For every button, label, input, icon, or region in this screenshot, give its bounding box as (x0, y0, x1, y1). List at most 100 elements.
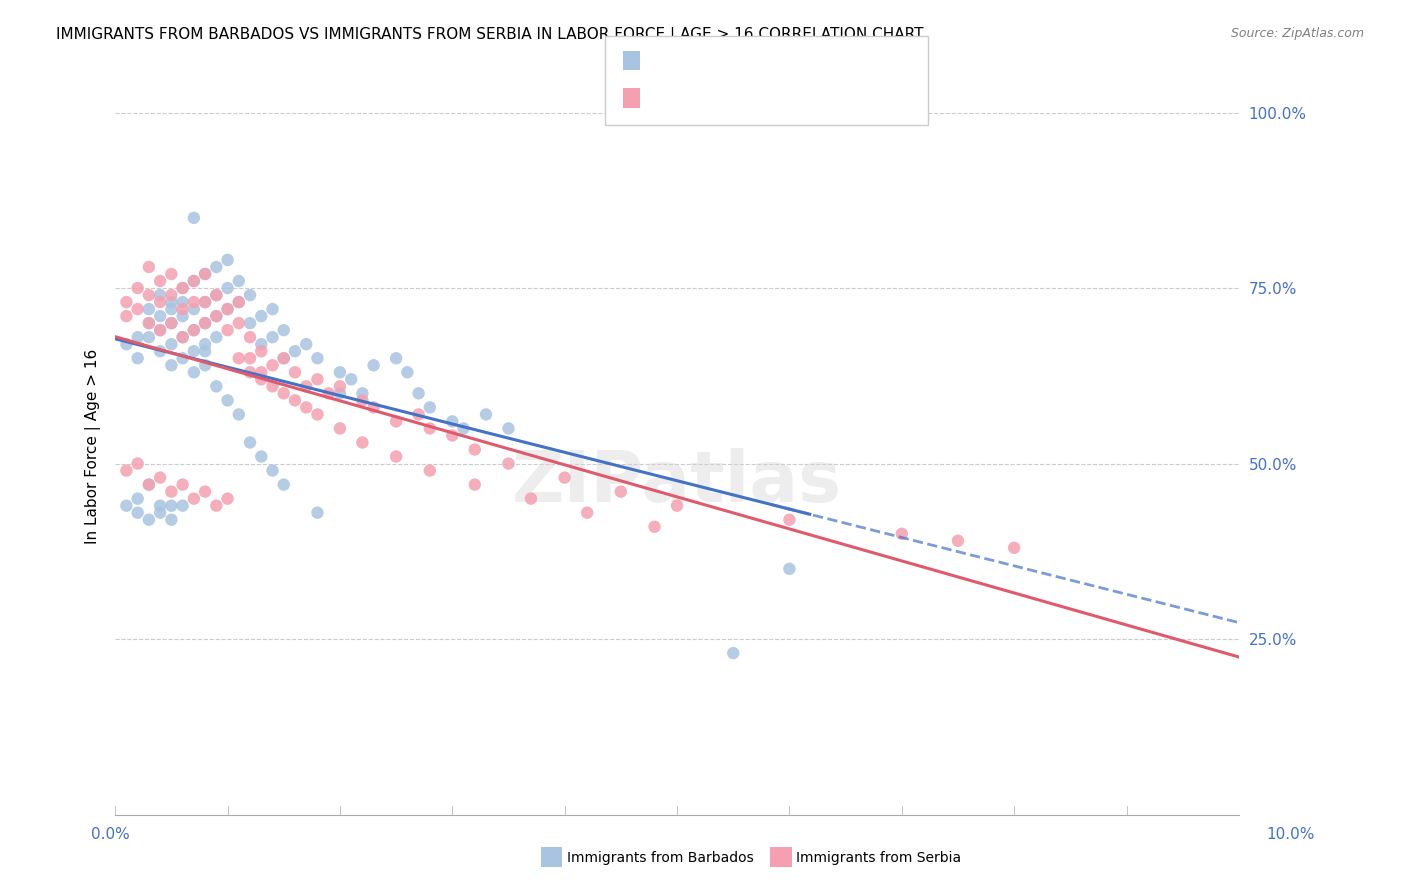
Point (723, 646, 745, 660)
Point (115, 337, 138, 351)
Point (183, 211, 205, 225)
Point (205, 288, 228, 302)
Point (284, 365, 307, 379)
Point (160, 316, 183, 330)
Point (441, 414, 464, 428)
Point (576, 506, 599, 520)
Point (228, 408, 250, 422)
Point (194, 484, 217, 499)
Point (666, 499, 689, 513)
Point (194, 295, 217, 310)
Point (149, 470, 172, 484)
Point (273, 323, 295, 337)
Point (172, 330, 194, 344)
Point (295, 337, 318, 351)
Point (363, 401, 385, 415)
Point (183, 323, 205, 337)
Point (329, 386, 352, 401)
Point (183, 491, 205, 506)
Point (475, 408, 498, 422)
Point (419, 421, 441, 435)
Point (194, 267, 217, 281)
Point (138, 288, 160, 302)
Point (172, 302, 194, 317)
Point (172, 499, 194, 513)
Point (273, 477, 295, 491)
Point (205, 260, 228, 274)
Text: Immigrants from Serbia: Immigrants from Serbia (796, 851, 960, 865)
Point (172, 351, 194, 366)
Point (205, 330, 228, 344)
Point (284, 344, 307, 359)
Point (250, 372, 273, 386)
Point (307, 408, 329, 422)
Text: 85: 85 (783, 54, 804, 68)
Point (239, 288, 262, 302)
Point (127, 491, 149, 506)
Point (115, 295, 138, 310)
Point (205, 379, 228, 393)
Text: R =: R = (648, 91, 682, 105)
Point (890, 526, 912, 541)
Point (554, 470, 576, 484)
Point (217, 302, 239, 317)
Point (217, 323, 239, 337)
Point (273, 386, 295, 401)
Point (250, 365, 273, 379)
Point (205, 309, 228, 323)
Point (778, 513, 800, 527)
Point (396, 365, 419, 379)
Point (183, 295, 205, 310)
Point (250, 344, 273, 359)
Point (138, 477, 160, 491)
Text: 10.0%: 10.0% (1267, 827, 1315, 841)
Point (498, 457, 520, 471)
Point (307, 372, 329, 386)
Point (160, 358, 183, 372)
Point (127, 330, 149, 344)
Point (149, 288, 172, 302)
Point (239, 365, 262, 379)
Point (385, 351, 408, 366)
Point (408, 386, 430, 401)
Point (352, 435, 374, 450)
Point (352, 393, 374, 408)
Point (149, 506, 172, 520)
Point (138, 513, 160, 527)
Point (228, 295, 250, 310)
Point (149, 295, 172, 310)
Point (194, 267, 217, 281)
Text: N =: N = (749, 91, 783, 105)
Text: Source: ZipAtlas.com: Source: ZipAtlas.com (1230, 27, 1364, 40)
Point (307, 351, 329, 366)
Point (183, 274, 205, 288)
Point (239, 316, 262, 330)
Point (262, 302, 284, 317)
Point (250, 309, 273, 323)
Point (160, 316, 183, 330)
Point (262, 358, 284, 372)
Point (464, 477, 486, 491)
Point (205, 309, 228, 323)
Point (138, 302, 160, 317)
Point (183, 302, 205, 317)
Point (273, 351, 295, 366)
Point (329, 379, 352, 393)
Text: N =: N = (749, 54, 783, 68)
Point (295, 401, 318, 415)
Point (239, 351, 262, 366)
Point (228, 274, 250, 288)
Point (385, 450, 408, 464)
Text: 80: 80 (783, 91, 804, 105)
Point (250, 337, 273, 351)
Point (217, 491, 239, 506)
Point (194, 358, 217, 372)
Point (138, 316, 160, 330)
Text: ZIPatlas: ZIPatlas (512, 449, 842, 517)
Point (194, 316, 217, 330)
Point (228, 316, 250, 330)
Point (329, 421, 352, 435)
Point (441, 428, 464, 442)
Point (610, 484, 633, 499)
Point (115, 499, 138, 513)
